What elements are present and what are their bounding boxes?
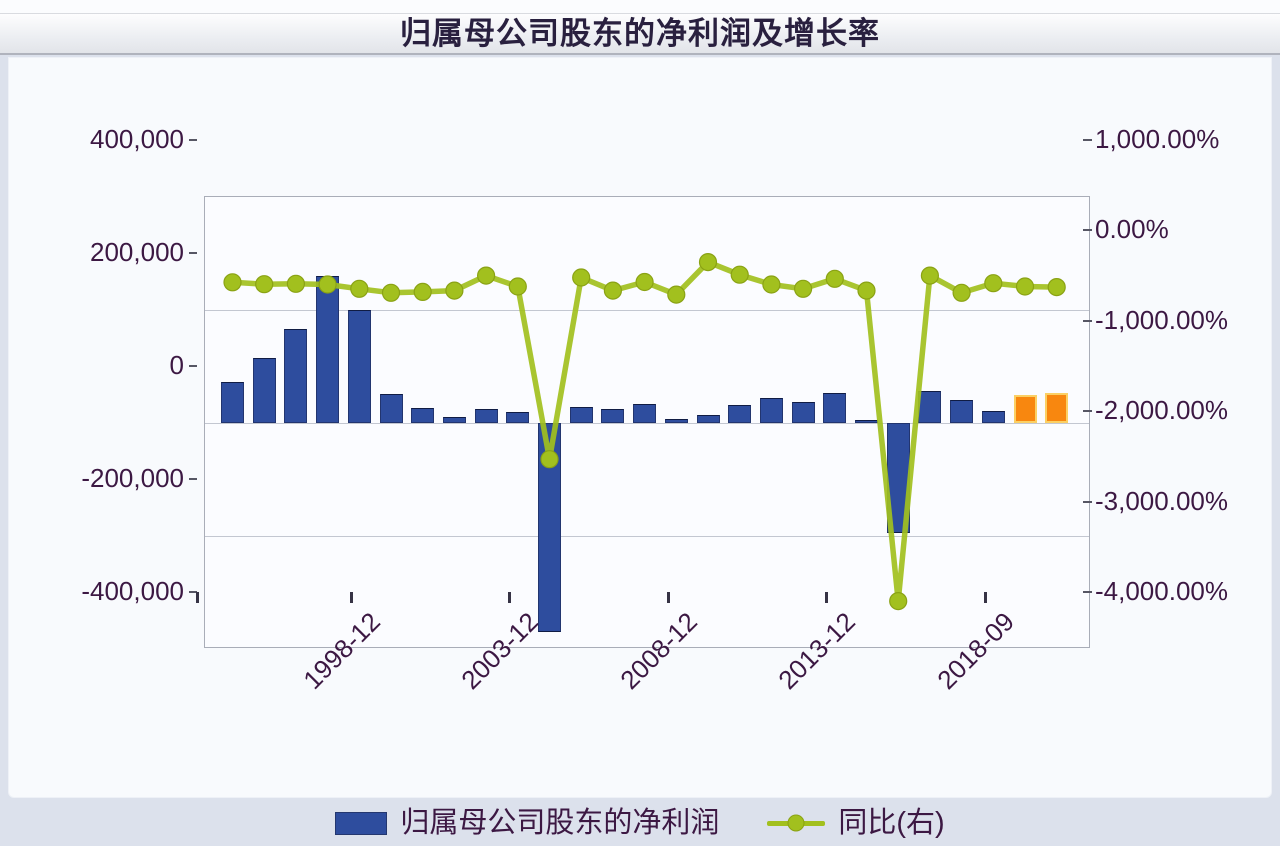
gridline-0 [205,422,1089,424]
legend-label-net-profit: 归属母公司股东的净利润 [400,807,720,839]
x-axis-tick [825,592,829,603]
bar-swatch-icon [335,811,388,835]
bar [284,329,308,423]
line-point [762,275,781,294]
line-point [572,268,591,287]
legend-label-yoy: 同比(右) [838,807,945,839]
y-axis-left-tick [189,139,197,141]
y-axis-left-tick [189,252,197,254]
line-point [508,277,527,296]
x-axis-tick [195,592,199,603]
line-point [984,274,1003,293]
y-axis-right-tick [1083,410,1092,413]
chart-title: 归属母公司股东的净利润及增长率 [400,16,880,51]
line-point [920,266,940,285]
bar [950,399,974,423]
legend-item-net-profit: 归属母公司股东的净利润 [335,806,719,840]
bar [379,394,403,423]
line-point [730,265,749,284]
line-point [603,281,622,300]
line-point [793,279,813,298]
bar [633,403,657,423]
line-point [477,266,496,285]
line-point [255,275,274,294]
y-axis-right-label: 0.00% [1095,214,1169,245]
y-axis-right-label: -4,000.00% [1095,576,1228,606]
line-dot-marker-icon [767,812,826,834]
bar [601,408,625,423]
bar [347,310,371,423]
gridline-200000 [205,309,1089,311]
line-point [857,281,876,300]
legend: 归属母公司股东的净利润 同比(右) [9,800,1271,846]
y-axis-left-label: 0 [169,350,184,380]
line-point [223,273,242,292]
bar [664,418,688,423]
bar-forecast [1013,394,1037,423]
line-point [350,279,369,298]
line-point [952,283,971,302]
line-point [825,269,844,288]
gridline--200000 [205,535,1089,537]
y-axis-right-label: -2,000.00% [1095,395,1228,426]
y-axis-right-tick [1083,319,1092,322]
y-axis-right-label: -1,000.00% [1095,304,1228,335]
bar [506,411,530,423]
line-point [381,283,401,302]
y-axis-right-tick [1083,139,1092,141]
y-axis-left-label: 400,000 [90,124,184,154]
bar [411,407,435,423]
bar [252,358,276,423]
x-axis-tick [983,592,987,603]
line-point [1047,277,1066,297]
y-axis-left-label: 200,000 [90,237,184,267]
bar [538,423,561,633]
bar [823,393,847,423]
line-point [698,252,718,272]
y-axis-left-tick [189,591,197,593]
bar [474,409,498,423]
line-point [889,592,908,611]
top-strip [0,0,1280,13]
bar-forecast [1045,393,1069,423]
bar [728,405,752,423]
y-axis-left-label: -200,000 [81,463,184,493]
line-point [286,274,306,293]
line-point [445,281,464,300]
y-axis-left-label: -400,000 [81,576,184,606]
bar [759,397,783,423]
bar [221,382,244,423]
bar [981,410,1005,423]
bar [569,407,593,423]
y-axis-right-label: -3,000.00% [1095,485,1228,516]
plot-area [204,196,1090,648]
x-axis-tick [349,592,353,603]
line-point [1015,277,1035,296]
y-axis-right-tick [1083,591,1092,593]
bar [696,414,720,423]
growth-line-series [223,252,1066,611]
bar [791,402,815,423]
y-axis-right-tick [1083,500,1092,503]
x-axis-tick [508,592,512,603]
legend-item-yoy: 同比(右) [767,806,945,840]
line-point [318,275,337,294]
y-axis-left-tick [189,478,197,480]
y-axis-right-label: 1,000.00% [1095,124,1220,154]
line-point [540,450,559,469]
y-axis-right-tick [1083,229,1092,232]
line-point [413,282,432,302]
line-point [635,272,654,292]
x-axis-tick [666,592,670,603]
line-point [667,285,686,304]
chart-panel: 400,000 200,000 0 -200,000 -400,000 1,000.00%… [8,57,1272,839]
y-axis-left-tick [189,365,197,367]
chart-header: 归属母公司股东的净利润及增长率 [0,13,1280,55]
bar [442,417,466,423]
